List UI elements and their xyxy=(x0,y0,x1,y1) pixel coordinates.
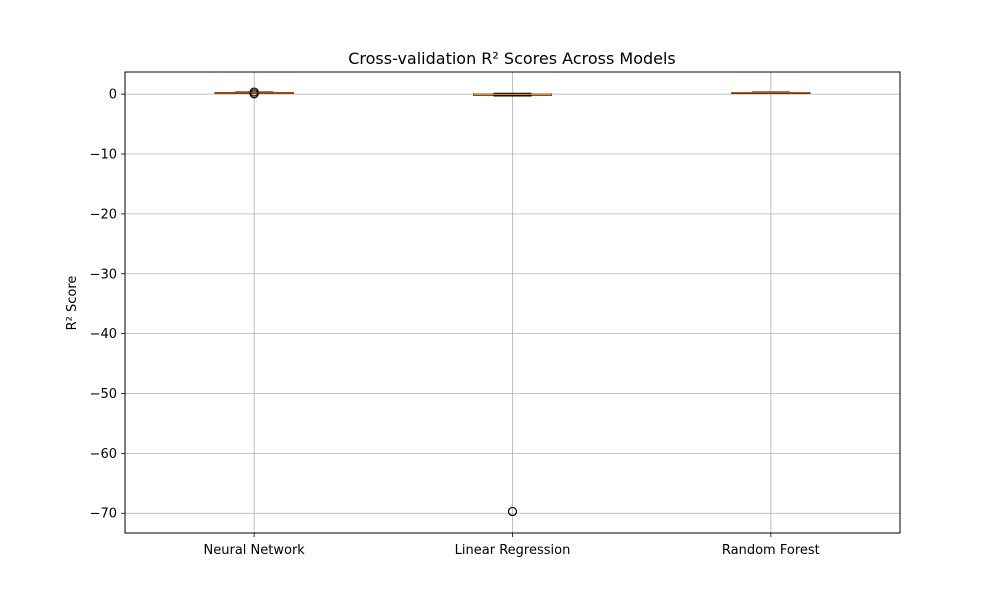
grid-lines xyxy=(125,72,900,533)
x-tick-label: Linear Regression xyxy=(455,543,571,558)
y-tick-label: −10 xyxy=(90,148,117,163)
x-tick-label: Neural Network xyxy=(204,543,306,558)
chart-title: Cross-validation R² Scores Across Models xyxy=(348,49,676,68)
y-tick-label: −60 xyxy=(90,447,117,462)
y-tick-label: −20 xyxy=(90,207,117,222)
outlier-point xyxy=(249,89,259,99)
outlier-point xyxy=(507,506,518,517)
box-group xyxy=(473,92,552,517)
y-axis-label: R² Score xyxy=(65,276,80,331)
y-tick-label: 0 xyxy=(109,88,117,103)
box-layer xyxy=(214,87,811,517)
y-tick-label: −50 xyxy=(90,387,117,402)
box-group xyxy=(731,91,811,95)
y-tick-label: −70 xyxy=(90,507,117,522)
x-tick-label: Random Forest xyxy=(722,543,820,558)
plot-area-frame xyxy=(124,71,901,534)
tick-layer: 0 −10 −20 −30 −40 −50 −60 −70 Neural Network Line… xyxy=(90,88,820,558)
y-tick-label: −40 xyxy=(90,327,117,342)
y-tick-label: −30 xyxy=(90,267,117,282)
box-group xyxy=(214,87,294,99)
